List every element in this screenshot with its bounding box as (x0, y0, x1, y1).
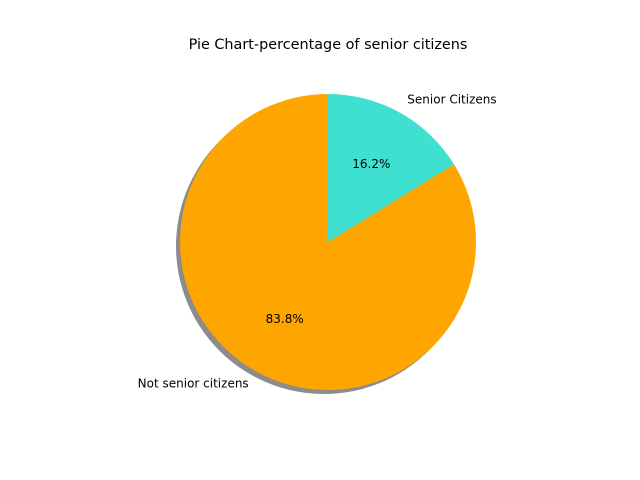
slice-label-senior-citizens: Senior Citizens (407, 92, 496, 106)
slice-label-not-senior-citizens: Not senior citizens (138, 377, 249, 391)
pie-labels: Not senior citizens 83.8% Senior Citizens 1… (138, 92, 497, 390)
pie-slices (180, 94, 477, 390)
chart-title: Pie Chart-percentage of senior citizens (189, 37, 468, 53)
slice-pct-not-senior-citizens: 83.8% (266, 312, 304, 326)
slice-not-senior-citizens (180, 94, 477, 390)
slice-senior-citizens (328, 94, 454, 242)
slice-pct-senior-citizens: 16.2% (352, 157, 390, 171)
